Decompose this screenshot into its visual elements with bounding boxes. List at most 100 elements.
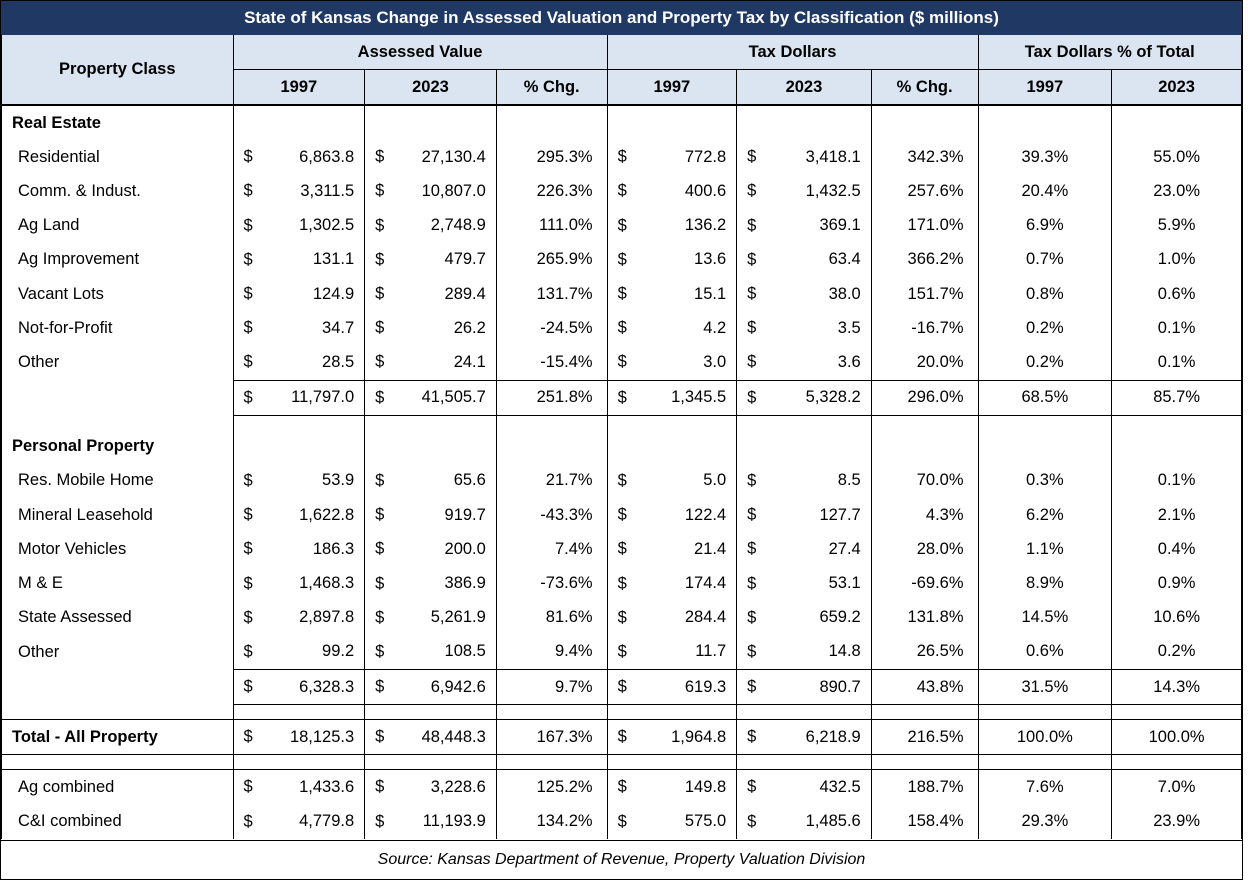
cell-assessed-2023: $386.9 [364, 566, 497, 601]
cell-share-2023: 0.4% [1111, 532, 1242, 567]
cell-value: 284.4 [684, 608, 727, 627]
cell-share-2023: 0.9% [1111, 566, 1242, 601]
currency-symbol: $ [243, 777, 253, 796]
cell-share-1997: 6.2% [977, 498, 1113, 533]
currency-symbol: $ [243, 181, 253, 200]
cell-share-1997: 100.0% [977, 719, 1113, 756]
cell-share-1997: 31.5% [977, 668, 1113, 706]
cell-tax-1997: $284.4 [606, 600, 738, 635]
currency-symbol: $ [243, 539, 253, 558]
cell-value: 186.3 [312, 539, 355, 558]
cell-value: 53.9 [322, 471, 355, 490]
cell-value: 10,807.0 [421, 181, 486, 200]
currency-symbol: $ [243, 284, 253, 303]
table-row: Vacant Lots $124.9 $289.4 131.7% $15.1 $38.0 1… [1, 276, 1242, 312]
header-row-groups: Property Class Assessed Value Tax Dollar… [1, 35, 1242, 106]
cell-assessed-1997: $11,797.0 [232, 379, 366, 416]
cell-tax-pct-change: 131.8% [870, 600, 979, 635]
currency-symbol: $ [747, 727, 757, 746]
currency-symbol: $ [375, 574, 385, 593]
currency-symbol: $ [747, 812, 757, 831]
row-label: Not-for-Profit [1, 311, 234, 346]
row-label: Motor Vehicles [1, 532, 234, 567]
currency-symbol: $ [747, 250, 757, 269]
cell-assessed-1997: $18,125.3 [232, 719, 366, 756]
header-tax-share: Tax Dollars % of Total [977, 35, 1242, 70]
cell-assessed-2023: $479.7 [364, 242, 497, 277]
cell-share-2023: 14.3% [1111, 668, 1242, 706]
cell-assessed-2023: $27,130.4 [364, 140, 497, 175]
currency-symbol: $ [617, 777, 627, 796]
cell-share-2023: 85.7% [1111, 379, 1242, 416]
currency-symbol: $ [375, 284, 385, 303]
cell-value: 15.1 [694, 284, 727, 303]
cell-tax-pct-change: 216.5% [870, 719, 979, 756]
header-tax-2023: 2023 [736, 69, 872, 106]
cell-value: 136.2 [684, 216, 727, 235]
cell-assessed-2023: $3,228.6 [364, 769, 497, 805]
currency-symbol: $ [617, 574, 627, 593]
cell-tax-2023: $63.4 [736, 242, 872, 277]
header-share-2023: 2023 [1111, 69, 1242, 106]
cell-tax-pct-change: 26.5% [870, 634, 979, 670]
currency-symbol: $ [747, 677, 757, 696]
currency-symbol: $ [375, 216, 385, 235]
row-label: Other [1, 345, 234, 380]
cell-tax-2023: $127.7 [736, 498, 872, 533]
cell-value: 174.4 [684, 574, 727, 593]
currency-symbol: $ [243, 352, 253, 371]
currency-symbol: $ [747, 388, 757, 407]
row-label: Residential [1, 140, 234, 175]
cell-value: 6,218.9 [805, 727, 861, 746]
currency-symbol: $ [243, 250, 253, 269]
cell-tax-1997: $619.3 [606, 668, 738, 706]
cell-assessed-2023: $2,748.9 [364, 208, 497, 243]
section-real-estate: Real Estate [1, 105, 234, 141]
currency-symbol: $ [617, 216, 627, 235]
currency-symbol: $ [747, 539, 757, 558]
cell-assessed-1997: $1,622.8 [232, 498, 366, 533]
cell-tax-1997: $4.2 [606, 311, 738, 346]
cell-share-1997: 0.2% [977, 345, 1113, 380]
cell-value: 479.7 [444, 250, 486, 269]
currency-symbol: $ [617, 318, 627, 337]
cell-value: 3,418.1 [805, 147, 861, 166]
currency-symbol: $ [243, 812, 253, 831]
cell-tax-1997: $21.4 [606, 532, 738, 567]
currency-symbol: $ [375, 642, 385, 661]
cell-assessed-2023: $26.2 [364, 311, 497, 346]
cell-assessed-1997: $131.1 [232, 242, 366, 277]
cell-share-2023: 55.0% [1111, 140, 1242, 175]
section-personal-property: Personal Property [1, 429, 234, 464]
cell-value: 11,797.0 [291, 388, 355, 407]
cell-assessed-1997: $2,897.8 [232, 600, 366, 635]
row-label: Ag combined [1, 769, 234, 805]
cell-share-1997: 8.9% [977, 566, 1113, 601]
cell-value: 890.7 [819, 677, 861, 696]
cell-tax-1997: $400.6 [606, 174, 738, 209]
cell-share-1997: 7.6% [977, 769, 1113, 805]
cell-value: 575.0 [684, 812, 727, 831]
currency-symbol: $ [747, 284, 757, 303]
currency-symbol: $ [375, 608, 385, 627]
row-label [1, 669, 234, 705]
cell-assessed-pct-change: 111.0% [495, 208, 608, 243]
cell-share-1997: 6.9% [977, 208, 1113, 243]
cell-tax-1997: $174.4 [606, 566, 738, 601]
cell-assessed-1997: $4,779.8 [232, 804, 366, 839]
currency-symbol: $ [617, 284, 627, 303]
cell-share-1997: 1.1% [977, 532, 1113, 567]
currency-symbol: $ [617, 642, 627, 661]
currency-symbol: $ [375, 777, 385, 796]
cell-tax-1997: $149.8 [606, 769, 738, 805]
cell-value: 4.2 [703, 318, 727, 337]
row-label: Other [1, 634, 234, 670]
currency-symbol: $ [617, 181, 627, 200]
cell-share-1997: 39.3% [977, 140, 1113, 175]
cell-tax-1997: $5.0 [606, 463, 738, 499]
currency-symbol: $ [617, 505, 627, 524]
cell-value: 99.2 [322, 642, 355, 661]
cell-tax-pct-change: 151.7% [870, 276, 979, 312]
currency-symbol: $ [243, 677, 253, 696]
